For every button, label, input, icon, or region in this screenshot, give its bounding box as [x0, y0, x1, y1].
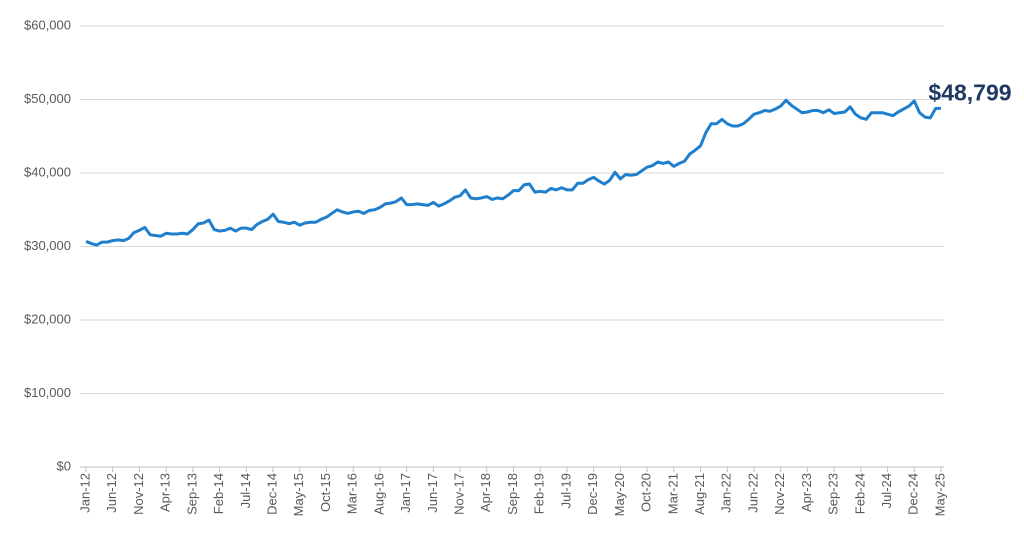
x-tick-label: Dec-14 — [264, 473, 279, 515]
x-tick-label: Apr-13 — [158, 473, 173, 512]
x-tick-label: May-20 — [612, 473, 627, 516]
x-tick-label: Jun-17 — [425, 473, 440, 513]
x-tick-label: Oct-15 — [318, 473, 333, 512]
x-tick-label: Jun-22 — [745, 473, 760, 513]
x-tick-label: Dec-19 — [585, 473, 600, 515]
x-tick-label: Jul-14 — [238, 473, 253, 508]
x-tick-label: Jan-12 — [77, 473, 92, 513]
y-tick-label: $50,000 — [24, 91, 71, 106]
x-tick-label: Feb-24 — [852, 473, 867, 514]
y-tick-label: $60,000 — [24, 17, 71, 32]
x-tick-label: Dec-24 — [906, 473, 921, 515]
x-tick-label: Nov-17 — [452, 473, 467, 515]
x-tick-label: Mar-16 — [345, 473, 360, 514]
x-tick-label: Jun-12 — [104, 473, 119, 513]
x-tick-label: Jul-24 — [879, 473, 894, 508]
x-tick-label: Nov-22 — [772, 473, 787, 515]
x-tick-label: Feb-19 — [532, 473, 547, 514]
x-tick-label: Feb-14 — [211, 473, 226, 514]
x-tick-label: May-25 — [932, 473, 947, 516]
y-tick-label: $20,000 — [24, 311, 71, 326]
x-tick-label: Apr-23 — [799, 473, 814, 512]
x-tick-label: Apr-18 — [478, 473, 493, 512]
x-tick-label: Aug-21 — [692, 473, 707, 515]
x-tick-label: Aug-16 — [371, 473, 386, 515]
y-tick-label: $10,000 — [24, 385, 71, 400]
x-tick-label: May-15 — [291, 473, 306, 516]
x-tick-label: Jul-19 — [558, 473, 573, 508]
x-tick-label: Nov-12 — [131, 473, 146, 515]
x-tick-label: Jan-17 — [398, 473, 413, 513]
x-tick-label: Jan-22 — [719, 473, 734, 513]
x-tick-label: Sep-13 — [184, 473, 199, 515]
value-label: $48,799 — [928, 79, 1011, 105]
y-tick-label: $30,000 — [24, 238, 71, 253]
x-tick-label: Mar-21 — [665, 473, 680, 514]
x-tick-label: Sep-18 — [505, 473, 520, 515]
x-tick-label: Sep-23 — [826, 473, 841, 515]
x-tick-label: Oct-20 — [639, 473, 654, 512]
y-tick-label: $40,000 — [24, 164, 71, 179]
y-tick-label: $0 — [57, 458, 71, 473]
data-line — [85, 98, 941, 247]
